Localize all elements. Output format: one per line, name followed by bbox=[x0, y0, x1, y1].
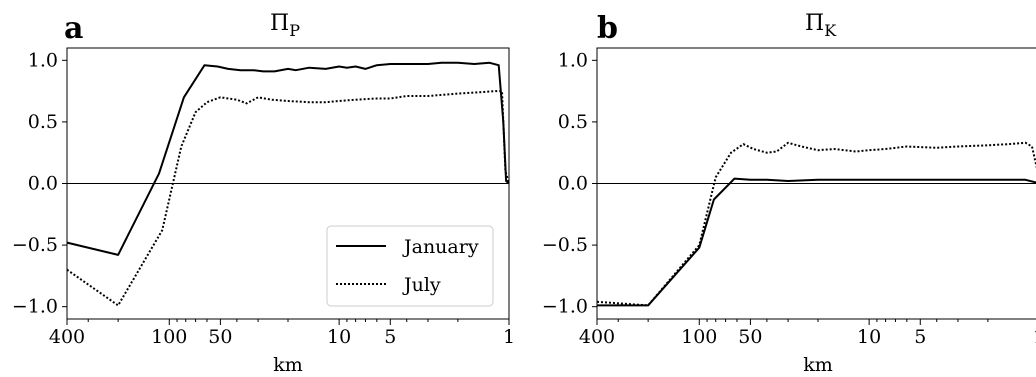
panel-a-ytick-label: 0.5 bbox=[28, 111, 58, 133]
panel-a-title: ΠP bbox=[270, 11, 300, 40]
panel-a-xtick-label: 50 bbox=[208, 326, 232, 348]
panel-b-ytick-label: 1.0 bbox=[558, 49, 588, 71]
panel-b-ytick-label: 0.0 bbox=[558, 173, 588, 195]
legend-january-label: January bbox=[402, 236, 479, 258]
panel-b-ticks: 1.0 0.5 0.0 −0.5 −1.0 400 100 50 10 5 1 bbox=[542, 49, 1036, 348]
panel-b-series bbox=[596, 141, 1036, 307]
panel-b-xtick-label: 400 bbox=[579, 326, 615, 348]
panel-b-xlabel: km bbox=[803, 354, 833, 376]
panel-b-xtick-label: 5 bbox=[914, 326, 926, 348]
panel-a-xtick-label: 5 bbox=[384, 326, 396, 348]
panel-a-title-base: Π bbox=[270, 11, 289, 36]
legend-july-label: July bbox=[402, 274, 441, 296]
panel-a-series-january-line bbox=[66, 61, 510, 256]
panel-b-xtick-label: 100 bbox=[681, 326, 717, 348]
panel-a-ticks: 1.0 0.5 0.0 −0.5 −1.0 400 100 50 10 5 1 bbox=[12, 49, 515, 348]
panel-b-title-base: Π bbox=[805, 11, 824, 36]
panel-a-xtick-label: 400 bbox=[49, 326, 85, 348]
panel-b-letter: b bbox=[597, 11, 618, 46]
panel-a-letter: a bbox=[64, 11, 83, 46]
panel-a-xtick-label: 1 bbox=[503, 326, 515, 348]
panel-b-title: ΠK bbox=[805, 11, 837, 40]
panel-a-xtick-label: 100 bbox=[151, 326, 187, 348]
panel-a-xlabel: km bbox=[273, 354, 303, 376]
panel-a-xtick-label: 10 bbox=[327, 326, 351, 348]
panel-b-xtick-label: 10 bbox=[857, 326, 881, 348]
panel-b-ytick-label: 0.5 bbox=[558, 111, 588, 133]
panel-a-ytick-label: −0.5 bbox=[12, 234, 58, 256]
panel-a-ytick-label: −1.0 bbox=[12, 296, 58, 318]
panel-a-legend[interactable]: January July bbox=[326, 225, 494, 307]
panel-b-xtick-label: 50 bbox=[738, 326, 762, 348]
panel-a-title-sub: P bbox=[289, 21, 300, 40]
panel-b-ytick-label: −0.5 bbox=[542, 234, 588, 256]
panel-b: b ΠK 1.0 0.5 0.0 −0.5 −1.0 400 100 50 10 5 1 km bbox=[542, 11, 1036, 376]
panel-b-ytick-label: −1.0 bbox=[542, 296, 588, 318]
panel-b-series-july-line bbox=[596, 141, 1036, 307]
panel-a-ytick-label: 0.0 bbox=[28, 173, 58, 195]
panel-a: a ΠP 1.0 0.5 0.0 −0.5 −1.0 400 100 50 10 5 1 km Ja… bbox=[12, 11, 515, 376]
panel-b-title-sub: K bbox=[824, 21, 837, 40]
panel-a-ytick-label: 1.0 bbox=[28, 49, 58, 71]
panel-b-series-january-line bbox=[597, 177, 1036, 307]
panel-a-series-july-line bbox=[66, 90, 510, 307]
panel-a-series bbox=[66, 61, 510, 307]
panel-b-xtick-label: 1 bbox=[1033, 326, 1036, 348]
